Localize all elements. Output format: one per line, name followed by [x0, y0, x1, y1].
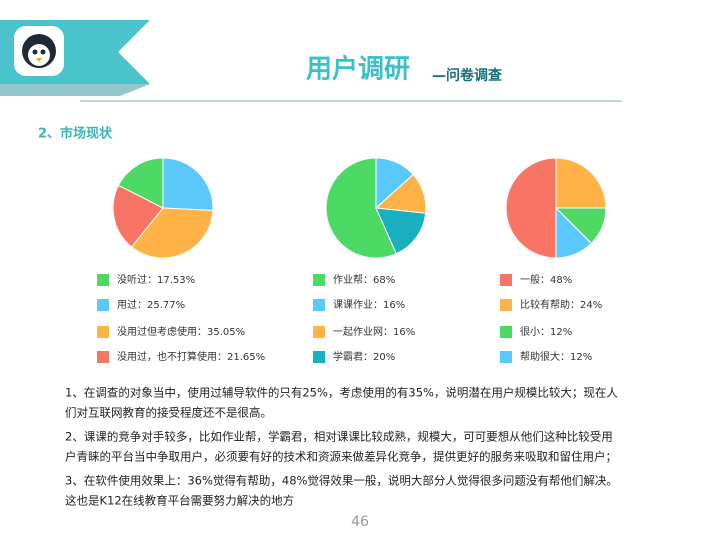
legend-swatch: [500, 351, 512, 363]
legend-swatch: [97, 299, 109, 311]
legend-label: 课课作业：16%: [333, 299, 405, 311]
legend-swatch: [97, 274, 109, 286]
paragraph-line: 们对互联网教育的接受程度还不是很高。: [65, 406, 272, 420]
legend-swatch: [500, 299, 512, 311]
legend-swatch: [97, 326, 109, 338]
logo-icon: [40, 49, 46, 55]
legend-label: 没听过：17.53%: [117, 273, 195, 286]
legend-label: 没用过但考虑使用：35.05%: [117, 325, 245, 338]
legend-swatch: [313, 299, 325, 311]
subtitle: —问卷调查: [432, 67, 503, 84]
legend-label: 没用过，也不打算使用：21.65%: [117, 350, 265, 363]
legend-label: 作业帮：68%: [333, 274, 395, 286]
page-number: 46: [351, 514, 369, 530]
legend-swatch: [313, 326, 325, 338]
pie-slice: [555, 157, 607, 209]
paragraph-line: 2、课课的竞争对手较多，比如作业帮，学霸君，相对课课比较成熟，规模大，可可要想从…: [65, 430, 613, 444]
logo-icon: [28, 44, 50, 66]
legend-label: 一起作业网：16%: [333, 326, 415, 338]
paragraph-line: 户青睐的平台当中争取用户，必须要有好的技术和资源来做差异化竞争，提供更好的服务来…: [65, 450, 617, 464]
legend-swatch: [313, 274, 325, 286]
pie-slice: [112, 184, 164, 248]
paragraph-line: 这也是K12在线教育平台需要努力解决的地方: [65, 494, 294, 508]
legend-swatch: [97, 351, 109, 363]
legend-swatch: [313, 351, 325, 363]
pie-slice: [555, 206, 593, 259]
pie-slice: [375, 207, 427, 255]
pie-slice: [117, 157, 164, 209]
legend-label: 一般：48%: [520, 273, 572, 286]
legend-label: 学霸君：20%: [333, 350, 395, 363]
pie-slice: [162, 157, 214, 211]
legend-label: 用过：25.77%: [117, 298, 185, 311]
pie-slice: [130, 207, 214, 259]
legend-label: 帮助很大：12%: [520, 350, 592, 363]
paragraph-line: 1、在调查的对象当中，使用过辅导软件的只有25%，考虑使用的有35%，说明潜在用…: [65, 386, 618, 400]
title: 用户调研: [306, 54, 410, 85]
pie-slice: [505, 157, 557, 259]
ribbon-shadow: [0, 84, 150, 96]
logo-icon: [32, 49, 38, 55]
legend-label: 比较有帮助：24%: [520, 298, 602, 311]
section-title: 2、市场现状: [38, 126, 113, 142]
legend-swatch: [500, 274, 512, 286]
legend-label: 很小：12%: [520, 325, 572, 338]
pie-slice: [325, 157, 397, 259]
paragraph-line: 3、在软件使用效果上：36%觉得有帮助，48%觉得效果一般，说明大部分人觉得很多…: [65, 474, 618, 488]
logo-icon: [36, 58, 42, 62]
legend-swatch: [500, 326, 512, 338]
